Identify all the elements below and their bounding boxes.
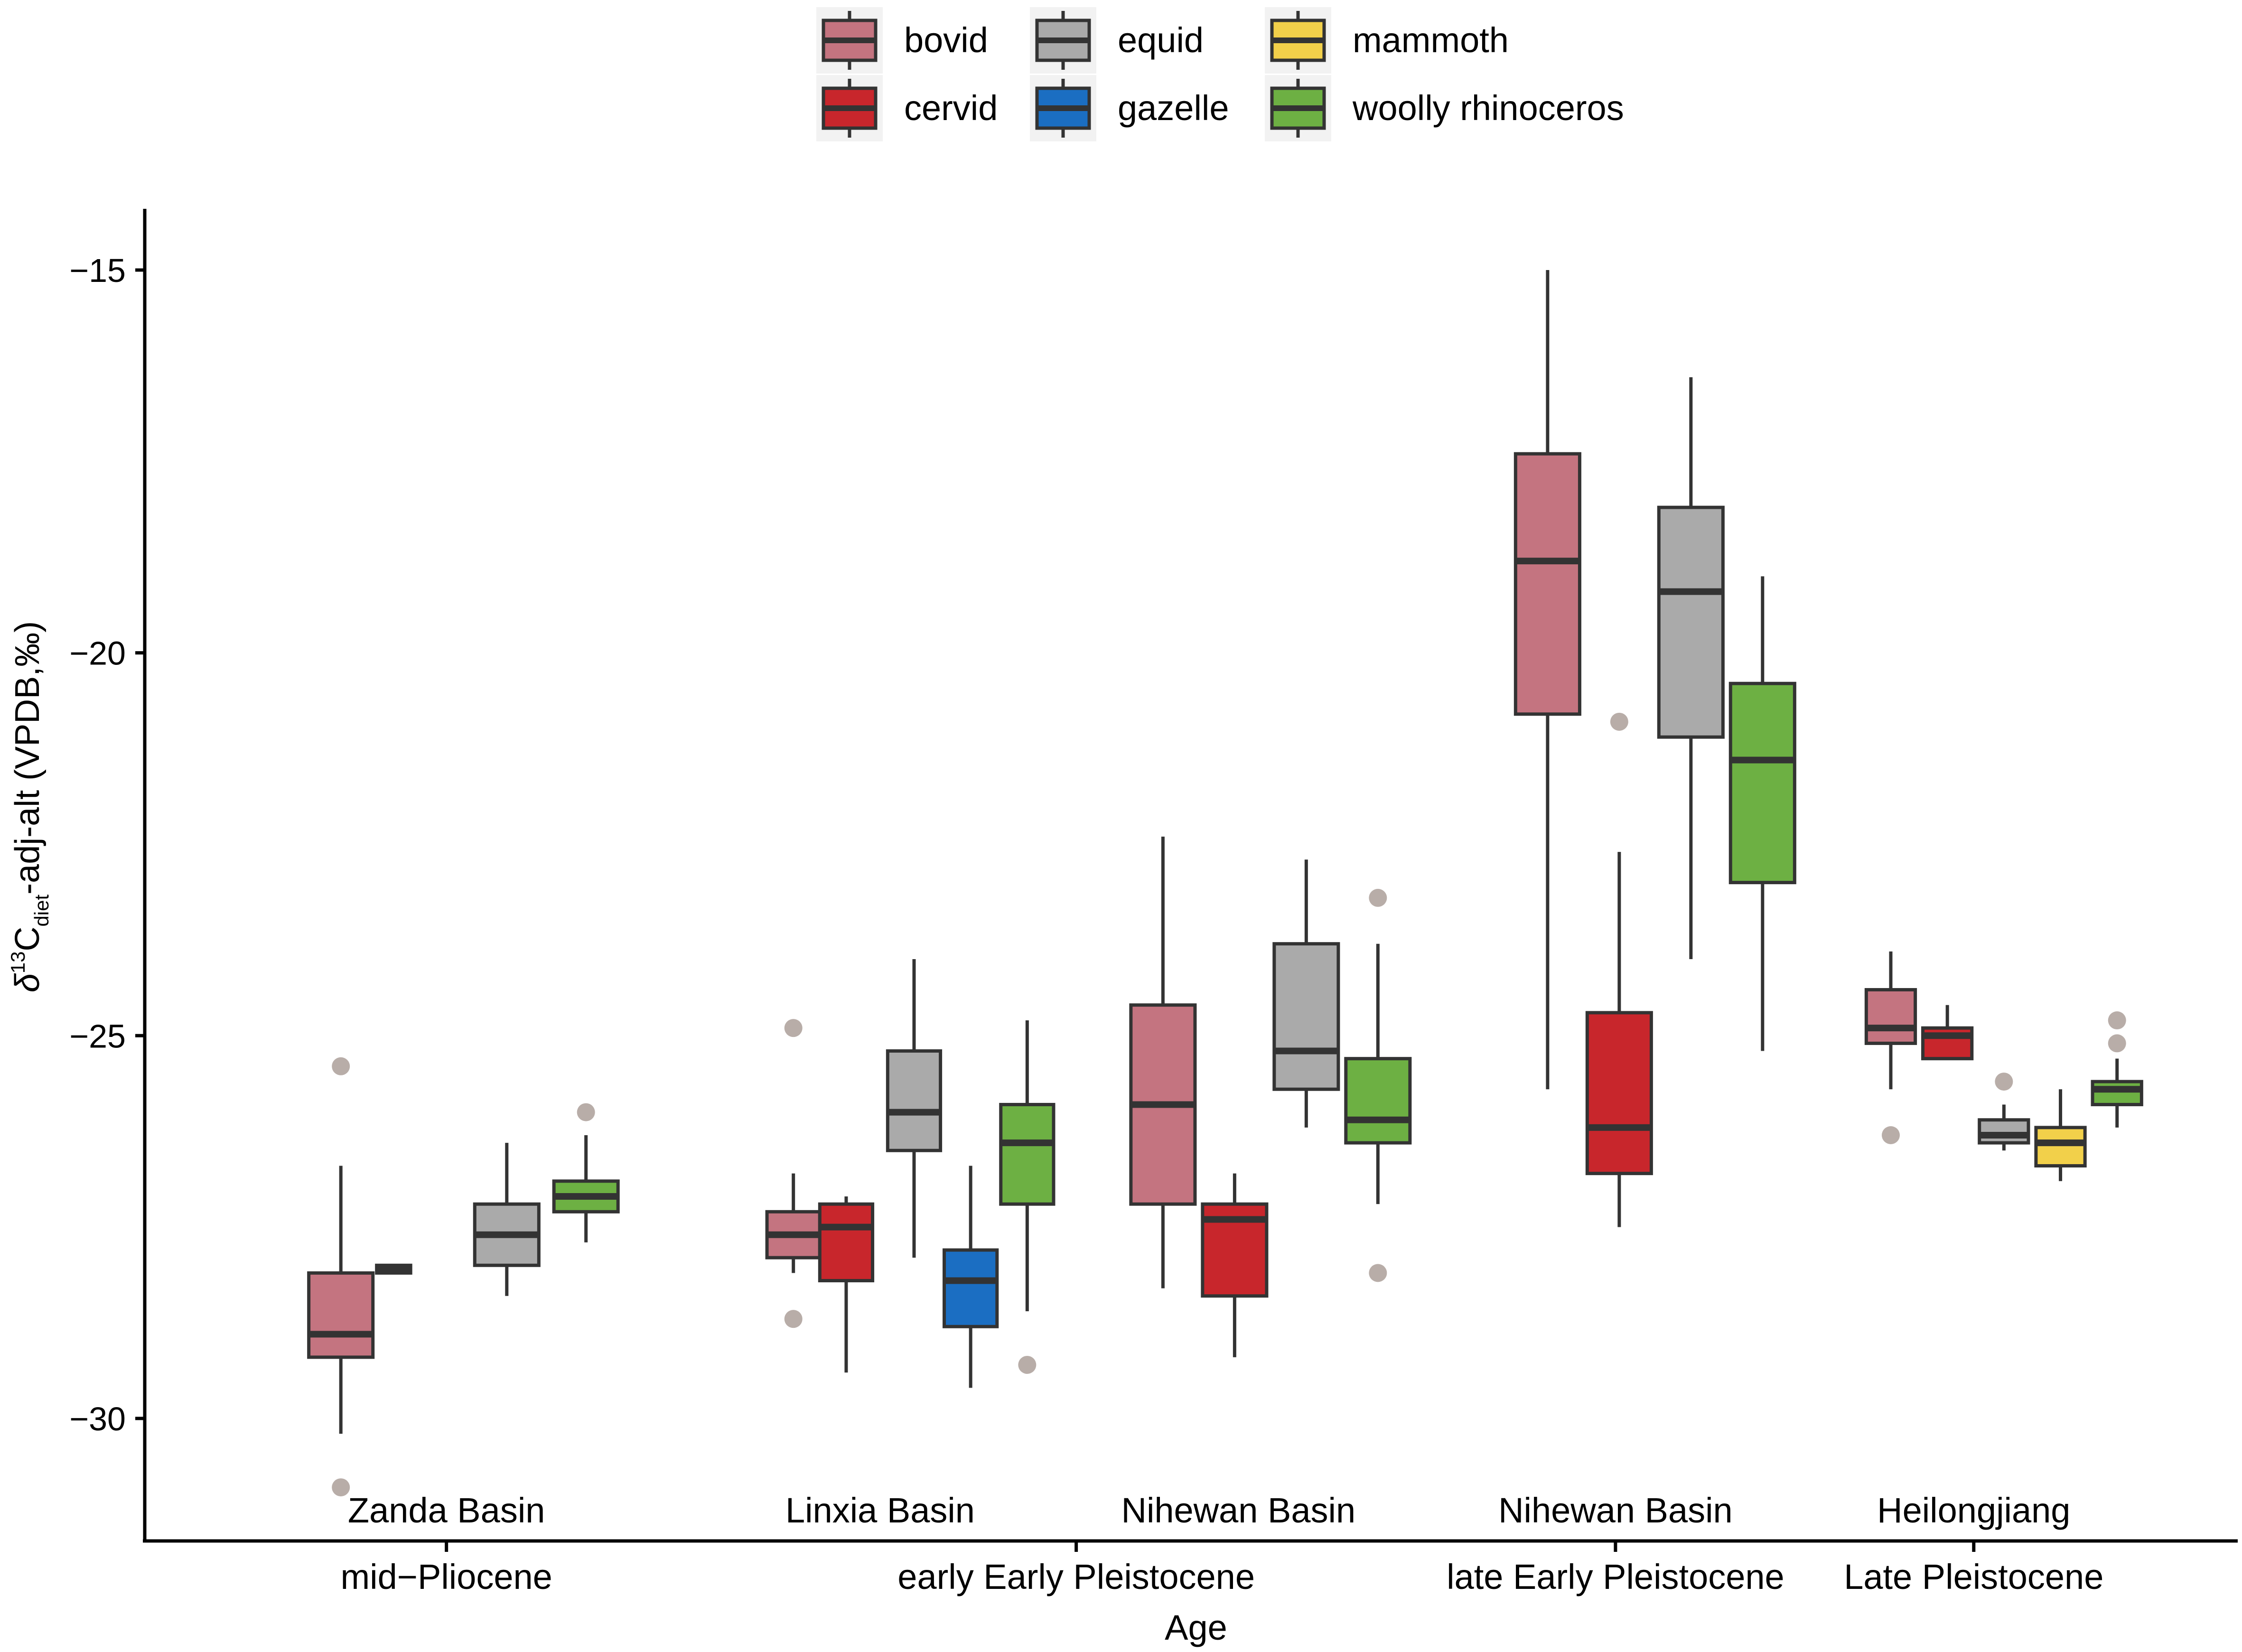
box-woolly_rhinoceros (552, 1103, 620, 1242)
box-cervid (818, 1196, 875, 1373)
box-body (1864, 988, 1917, 1045)
legend-label: woolly rhinoceros (1352, 88, 1624, 128)
basin-label: Linxia Basin (785, 1491, 975, 1530)
plot-area (307, 270, 2143, 1497)
legend-item-woolly_rhinoceros: woolly rhinoceros (1265, 75, 1624, 141)
box-body (999, 1102, 1056, 1206)
box-bovid (1864, 951, 1917, 1144)
box-cervid (1921, 1005, 1974, 1061)
legend-label: bovid (904, 20, 988, 60)
outlier-point (332, 1478, 350, 1497)
y-tick-label: −30 (69, 1400, 126, 1437)
box-mammoth (2034, 1089, 2087, 1181)
box-bovid (1129, 836, 1197, 1288)
outlier-point (2108, 1011, 2126, 1030)
box-equid (886, 959, 943, 1258)
box-woolly_rhinoceros (2091, 1011, 2143, 1128)
legend-item-mammoth: mammoth (1265, 7, 1509, 74)
y-axis-title: δ13Cdiet-adj-alt (VPDB,‰) (7, 621, 53, 993)
box-cervid (375, 1263, 412, 1275)
box-body (1657, 505, 1725, 739)
y-axis-title-rest: -adj-alt (VPDB,‰) (9, 621, 47, 895)
box-gazelle (943, 1166, 999, 1388)
legend-label: gazelle (1118, 88, 1229, 128)
outlier-point (1018, 1355, 1037, 1374)
box-body (943, 1248, 999, 1328)
basin-label: Nihewan Basin (1121, 1491, 1356, 1530)
legend: bovid equid mammoth cervid gazelle woolly rhi… (816, 7, 1624, 141)
box-body (2091, 1080, 2143, 1106)
y-axis-title-delta: δ (9, 973, 47, 992)
outlier-point (1995, 1073, 2013, 1091)
legend-item-gazelle: gazelle (1030, 75, 1229, 141)
box-equid (1978, 1073, 2030, 1151)
y-axis-title-c: C (9, 927, 47, 952)
box-cervid (1585, 712, 1653, 1227)
legend-item-equid: equid (1030, 7, 1204, 74)
outlier-point (784, 1310, 803, 1328)
box-bovid (307, 1057, 375, 1497)
box-equid (1657, 377, 1725, 959)
y-tick-label: −25 (69, 1017, 126, 1055)
age-label: mid−Pliocene (341, 1557, 552, 1596)
box-body (1344, 1057, 1412, 1145)
y-axis-title-sub: diet (30, 894, 53, 926)
y-axis-title-sup: 13 (7, 952, 29, 974)
age-labels: mid−Pliocene early Early Pleistocene late … (341, 1541, 2103, 1596)
box-bovid (765, 1019, 822, 1328)
box-body (1272, 942, 1340, 1091)
basin-label: Nihewan Basin (1498, 1491, 1733, 1530)
y-tick-label: −20 (69, 635, 126, 672)
box-body (1585, 1011, 1653, 1176)
box-woolly_rhinoceros (999, 1020, 1056, 1374)
x-axis-title: Age (1165, 1608, 1227, 1647)
outlier-point (1881, 1126, 1900, 1144)
outlier-point (1369, 1264, 1387, 1282)
box-body (2034, 1126, 2087, 1168)
basin-label: Zanda Basin (348, 1491, 545, 1530)
box-woolly_rhinoceros (1344, 888, 1412, 1282)
box-woolly_rhinoceros (1728, 576, 1796, 1051)
box-body (1978, 1118, 2030, 1145)
box-body (1513, 452, 1581, 716)
age-label: late Early Pleistocene (1447, 1557, 1784, 1596)
legend-label: equid (1118, 20, 1204, 60)
box-cervid (1201, 1173, 1269, 1357)
outlier-point (332, 1057, 350, 1075)
y-ticks: −15 −20 −25 −30 (69, 252, 145, 1437)
age-label: Late Pleistocene (1844, 1557, 2103, 1596)
legend-item-bovid: bovid (816, 7, 988, 74)
age-label: early Early Pleistocene (897, 1557, 1255, 1596)
box-equid (473, 1143, 541, 1296)
legend-label: cervid (904, 88, 998, 128)
outlier-point (1369, 888, 1387, 907)
legend-label: mammoth (1353, 20, 1509, 60)
box-body (307, 1271, 375, 1359)
outlier-point (1610, 712, 1628, 731)
outlier-point (577, 1103, 595, 1121)
outlier-point (784, 1019, 803, 1037)
box-body (886, 1049, 943, 1152)
box-equid (1272, 859, 1340, 1128)
basin-labels: Zanda Basin Linxia Basin Nihewan Basin Nihe… (348, 1491, 2071, 1530)
y-tick-label: −15 (69, 252, 126, 289)
axes (143, 209, 2238, 1543)
outlier-point (2108, 1034, 2126, 1053)
legend-item-cervid: cervid (816, 75, 998, 141)
box-body (1728, 681, 1796, 885)
basin-label: Heilongjiang (1877, 1491, 2070, 1530)
box-bovid (1513, 270, 1581, 1090)
box-body (818, 1202, 875, 1283)
